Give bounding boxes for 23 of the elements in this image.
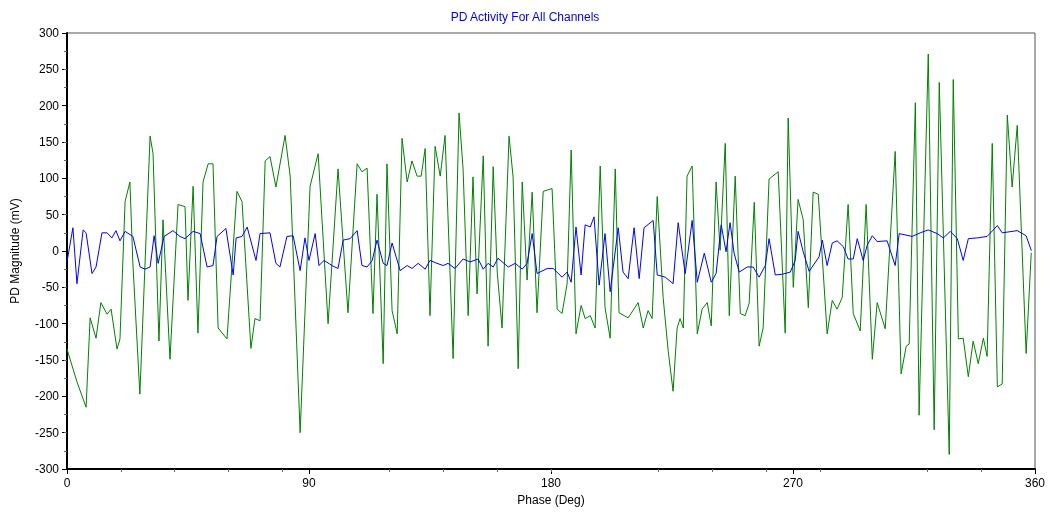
y-tick-label: -200 <box>34 389 60 404</box>
y-tick-label: -300 <box>34 462 60 476</box>
y-tick-label: 250 <box>38 62 60 77</box>
y-tick-label: -150 <box>34 353 60 367</box>
y-tick-label: 50 <box>45 207 60 222</box>
x-axis-title: Phase (Deg) <box>517 492 585 507</box>
x-tick-label: 90 <box>302 476 316 490</box>
x-tick-label: 180 <box>540 476 562 490</box>
y-tick-label: 0 <box>52 244 60 258</box>
x-tick-label: 270 <box>782 476 804 490</box>
chart-title: PD Activity For All Channels <box>450 10 600 24</box>
x-tick-label: 0 <box>63 476 71 490</box>
y-axis-title: PD Magnitude (mV) <box>8 198 22 304</box>
line-series <box>66 53 1032 455</box>
x-tick-label: 360 <box>1024 476 1046 490</box>
y-tick-label: 300 <box>38 26 60 40</box>
y-tick-label: 100 <box>38 171 60 186</box>
line-series <box>66 216 1032 293</box>
y-tick-label: -50 <box>41 280 60 295</box>
y-tick-label: -100 <box>34 316 60 331</box>
y-tick-label: 200 <box>38 98 60 113</box>
y-tick-label: 150 <box>38 135 60 149</box>
y-tick-label: -250 <box>34 425 60 440</box>
